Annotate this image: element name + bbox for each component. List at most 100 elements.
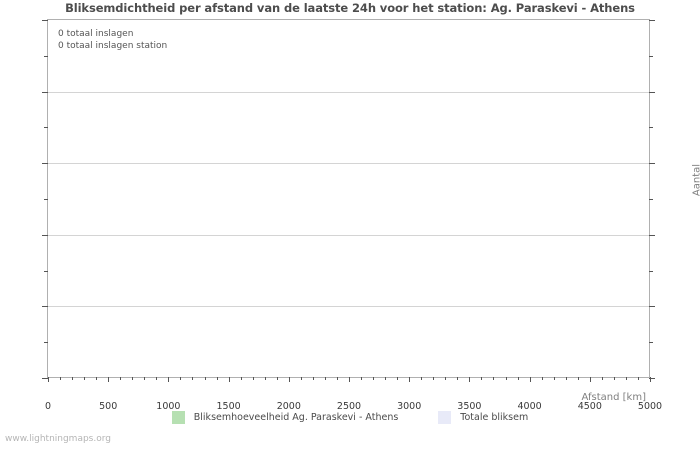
legend-label-total: Totale bliksem (460, 412, 529, 423)
x-axis-tick-label: 0 (44, 401, 52, 412)
x-axis-tick-minor (421, 377, 423, 380)
x-axis-tick-major (48, 377, 49, 382)
x-axis-tick-minor (481, 377, 483, 380)
x-axis-tick-minor (361, 377, 363, 380)
y-axis-left-tick-minor (44, 270, 48, 272)
gridline-horizontal (48, 306, 649, 308)
y-axis-left-tick-major (42, 378, 48, 379)
legend-label-station: Bliksemhoeveelheid Ag. Paraskevi - Athen… (193, 412, 399, 423)
x-axis-tick-minor (577, 377, 579, 380)
x-axis-tick-label: 5000 (637, 401, 663, 412)
y-axis-right-tick-major (649, 378, 655, 379)
x-axis-tick-minor (613, 377, 615, 380)
x-axis-tick-minor (625, 377, 627, 380)
x-axis-tick-minor (385, 377, 387, 380)
y-axis-left-tick-minor (44, 127, 48, 129)
x-axis-tick-minor (373, 377, 375, 380)
x-axis-tick-label: 1500 (216, 401, 241, 412)
y-axis-left-tick-minor (44, 342, 48, 344)
x-axis-tick-minor (216, 377, 218, 380)
gridline-horizontal (48, 234, 649, 236)
y-axis-right-tick-minor (649, 342, 653, 344)
x-axis-tick-minor (517, 377, 519, 380)
x-axis-tick-minor (324, 377, 326, 380)
x-axis-tick-minor (312, 377, 314, 380)
x-axis-tick-minor (541, 377, 543, 380)
x-axis-tick-minor (336, 377, 338, 380)
y-axis-left-tick-minor (44, 199, 48, 200)
x-axis-tick-minor (637, 377, 639, 380)
x-axis-tick-major (469, 377, 471, 382)
x-axis-tick-minor (204, 377, 206, 380)
x-axis-tick-major (349, 377, 350, 382)
x-axis-tick-minor (493, 377, 495, 380)
x-axis-tick-label: 3000 (397, 401, 422, 412)
x-axis-tick-minor (60, 377, 62, 380)
x-axis-tick-major (228, 377, 230, 382)
y-axis-left-tick-major (42, 91, 48, 93)
y-axis-right-title: Aantal (691, 163, 700, 197)
annotation-total-strikes: 0 totaal inslagen (58, 29, 134, 39)
annotation-total-strikes-station: 0 totaal inslagen station (58, 41, 168, 51)
chart-legend: Bliksemhoeveelheid Ag. Paraskevi - Athen… (0, 411, 700, 424)
x-axis-tick-label: 500 (99, 401, 118, 412)
y-axis-right-tick-minor (649, 199, 653, 200)
chart-title: Bliksemdichtheid per afstand van de laat… (65, 1, 635, 15)
x-axis-tick-minor (457, 377, 459, 380)
x-axis-tick-minor (565, 377, 567, 380)
y-axis-left-tick-minor (44, 55, 48, 57)
x-axis-tick-minor (132, 377, 134, 380)
x-axis-tick-minor (553, 377, 555, 380)
plot-area: 0 totaal inslagen 0 totaal inslagen stat… (42, 19, 662, 412)
x-axis-tick-minor (84, 377, 86, 380)
y-axis-right-tick-major (649, 306, 655, 308)
x-axis-tick-minor (180, 377, 182, 380)
x-axis-tick-major (168, 377, 170, 382)
x-axis-tick-label: 4500 (577, 401, 602, 412)
x-axis-title: Afstand [km] (581, 392, 646, 403)
x-axis-tick-major (108, 377, 110, 382)
y-axis-right-tick-minor (649, 127, 653, 129)
x-axis-tick-minor (240, 377, 242, 380)
y-axis-right-tick-major (649, 91, 655, 93)
y-axis-left-tick-major (42, 234, 48, 236)
x-axis-tick-label: 4000 (517, 401, 542, 412)
legend-swatch-station (171, 411, 185, 424)
gridline-horizontal (48, 163, 649, 165)
x-axis-tick-minor (120, 377, 122, 380)
y-axis-right-tick-major (649, 234, 655, 236)
y-axis-right-tick-major (649, 20, 655, 21)
y-axis-left-tick-major (42, 306, 48, 308)
legend-item-station[interactable]: Bliksemhoeveelheid Ag. Paraskevi - Athen… (171, 411, 399, 424)
x-axis-tick-major (288, 377, 290, 382)
legend-swatch-total (438, 411, 452, 424)
x-axis-tick-minor (252, 377, 254, 380)
watermark-link[interactable]: www.lightningmaps.org (5, 434, 111, 444)
legend-item-total[interactable]: Totale bliksem (438, 411, 528, 424)
x-axis-tick-minor (300, 377, 302, 380)
x-axis-tick-minor (156, 377, 158, 380)
x-axis-tick-minor (601, 377, 603, 380)
x-axis-tick-minor (72, 377, 74, 380)
x-axis-tick-label: 1000 (156, 401, 181, 412)
x-axis-tick-label: 2000 (276, 401, 301, 412)
y-axis-left-tick-major (42, 20, 48, 21)
x-axis-tick-major (529, 377, 531, 382)
x-axis-tick-major (650, 377, 651, 382)
x-axis-tick-label: 3500 (457, 401, 482, 412)
x-axis-tick-minor (96, 377, 98, 380)
gridline-horizontal (48, 91, 649, 93)
x-axis-tick-label: 2500 (336, 401, 362, 412)
x-axis-tick-major (409, 377, 411, 382)
x-axis-tick-minor (276, 377, 278, 380)
y-axis-left-tick-major (42, 163, 48, 165)
x-axis-tick-minor (445, 377, 447, 380)
y-axis-right-tick-minor (649, 270, 653, 272)
x-axis-tick-minor (433, 377, 435, 380)
annotation-block: 0 totaal inslagen 0 totaal inslagen stat… (58, 28, 167, 52)
x-axis-tick-major (589, 377, 591, 382)
x-axis-tick-minor (264, 377, 266, 380)
x-axis-tick-minor (505, 377, 507, 380)
y-axis-right-tick-minor (649, 55, 653, 57)
x-axis-tick-minor (192, 377, 194, 380)
